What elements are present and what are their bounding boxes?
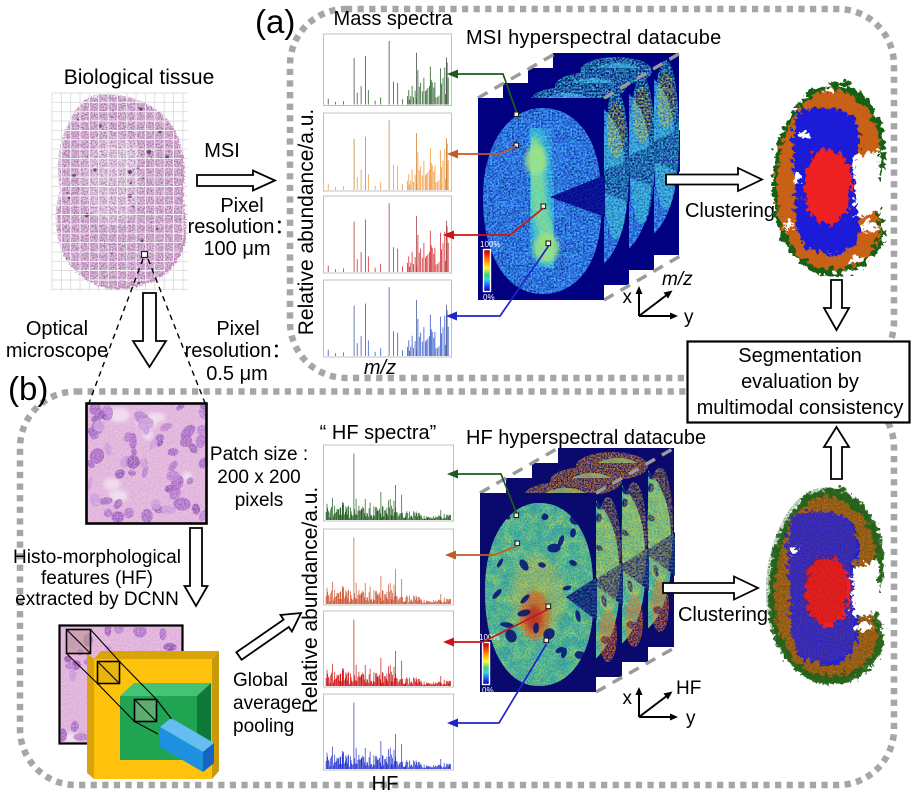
svg-text:Pixel: Pixel xyxy=(220,195,263,217)
svg-text:multimodal consistency: multimodal consistency xyxy=(697,397,904,419)
svg-text:0%: 0% xyxy=(482,686,494,695)
svg-text:Relative abundance/a.u.: Relative abundance/a.u. xyxy=(295,109,318,336)
svg-text:m/z: m/z xyxy=(364,357,396,379)
svg-text:0%: 0% xyxy=(483,293,495,302)
svg-text:Histo-morphological: Histo-morphological xyxy=(13,547,181,568)
svg-text:100%: 100% xyxy=(479,633,499,642)
svg-text:HF: HF xyxy=(372,773,399,795)
svg-text:200 x 200: 200 x 200 xyxy=(217,467,300,488)
svg-text:y: y xyxy=(686,708,696,729)
svg-text:(b): (b) xyxy=(8,370,48,407)
svg-text:average: average xyxy=(233,693,302,714)
svg-text:Global: Global xyxy=(233,670,288,691)
svg-text:Biological tissue: Biological tissue xyxy=(64,66,215,89)
svg-text:x: x xyxy=(623,287,633,308)
svg-text:y: y xyxy=(684,307,694,328)
svg-text:microscope: microscope xyxy=(6,340,108,362)
svg-text:0.5 μm: 0.5 μm xyxy=(206,363,268,385)
svg-text:resolution：: resolution： xyxy=(185,340,292,362)
svg-text:features (HF): features (HF) xyxy=(41,568,153,589)
svg-text:resolution：: resolution： xyxy=(188,216,295,238)
svg-text:HF hyperspectral datacube: HF hyperspectral datacube xyxy=(466,427,706,449)
svg-text:Segmentation: Segmentation xyxy=(738,345,861,367)
svg-text:Optical: Optical xyxy=(26,318,88,340)
svg-text:100 μm: 100 μm xyxy=(203,238,270,260)
svg-text:Relative abundance/a.u.: Relative abundance/a.u. xyxy=(299,487,322,714)
svg-text:Clustering: Clustering xyxy=(685,200,775,222)
svg-text:Pixel: Pixel xyxy=(216,318,259,340)
svg-text:(a): (a) xyxy=(255,3,295,40)
svg-text:pooling: pooling xyxy=(233,716,294,737)
svg-text:MSI: MSI xyxy=(204,140,240,162)
svg-text:extracted by DCNN: extracted by DCNN xyxy=(15,589,179,610)
svg-text:Mass spectra: Mass spectra xyxy=(334,8,454,30)
svg-text:Patch size :: Patch size : xyxy=(210,444,308,465)
svg-text:m/z: m/z xyxy=(662,269,693,290)
svg-text:100%: 100% xyxy=(480,240,500,249)
svg-text:HF: HF xyxy=(676,678,701,699)
svg-text:Clustering: Clustering xyxy=(678,604,768,626)
svg-text:“ HF spectra”: “ HF spectra” xyxy=(320,422,437,444)
svg-text:pixels: pixels xyxy=(235,490,284,511)
svg-text:evaluation by: evaluation by xyxy=(741,371,859,393)
svg-text:MSI hyperspectral datacube: MSI hyperspectral datacube xyxy=(466,27,722,49)
svg-text:x: x xyxy=(623,688,633,709)
